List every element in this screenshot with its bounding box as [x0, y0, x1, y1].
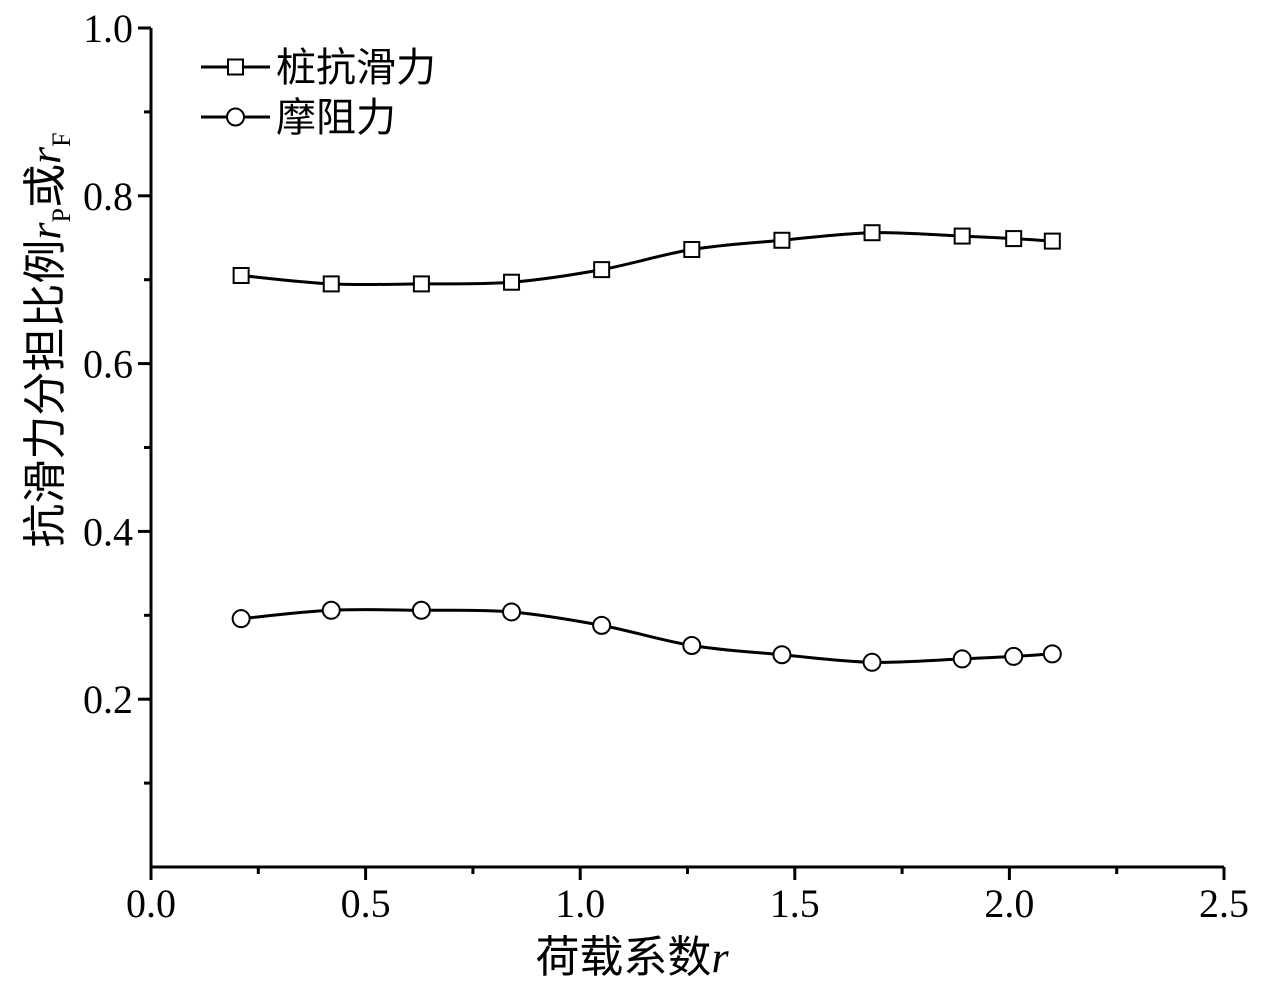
series-0-point-9 — [1005, 230, 1023, 248]
y-tick-label-2: 0.6 — [83, 342, 133, 387]
x-tick-label-3: 1.5 — [770, 881, 820, 926]
series-1-point-5 — [682, 636, 702, 656]
legend-marker-1 — [226, 107, 245, 127]
axes: 0.0 0.5 1.0 1.5 2.0 2.5 0.2 0.4 0.6 0.8 1.0 — [83, 6, 1249, 926]
series-layer — [231, 224, 1062, 672]
series-0-point-4 — [593, 261, 611, 279]
series-0-point-8 — [953, 227, 971, 245]
series-1 — [231, 600, 1062, 672]
series-0-point-2 — [412, 275, 430, 293]
y-tick-label-3: 0.8 — [83, 174, 133, 219]
legend-item-0: 桩抗滑力 — [201, 45, 436, 91]
x-tick-label-0: 0.0 — [126, 881, 176, 926]
series-1-point-3 — [502, 602, 522, 622]
series-0 — [232, 224, 1061, 293]
y-tick-label-4: 1.0 — [83, 6, 133, 51]
series-1-point-2 — [411, 600, 431, 620]
series-1-point-0 — [231, 609, 251, 629]
series-1-point-8 — [952, 649, 972, 669]
legend-label-1: 摩阻力 — [276, 95, 396, 141]
series-1-point-1 — [321, 600, 341, 620]
y-tick-label-0: 0.2 — [83, 677, 133, 722]
legend-item-1: 摩阻力 — [201, 95, 396, 141]
x-tick-label-5: 2.5 — [1199, 881, 1249, 926]
x-axis-title: 荷载系数r — [535, 932, 729, 983]
series-0-point-0 — [232, 267, 250, 285]
x-tick-label-4: 2.0 — [984, 881, 1034, 926]
series-1-point-6 — [772, 645, 792, 665]
series-0-point-10 — [1043, 232, 1061, 250]
series-0-point-7 — [863, 224, 881, 242]
series-line-1 — [240, 608, 1053, 664]
y-tick-label-1: 0.4 — [83, 509, 133, 554]
series-0-point-5 — [683, 240, 701, 258]
legend-marker-0 — [227, 58, 244, 76]
legend-label-0: 桩抗滑力 — [276, 45, 436, 91]
series-0-point-6 — [773, 231, 791, 249]
y-axis-title: 抗滑力分担比例rP或rF — [20, 132, 76, 547]
series-1-point-7 — [862, 652, 882, 672]
series-1-point-9 — [1004, 646, 1024, 666]
series-0-point-1 — [322, 275, 340, 293]
series-line-0 — [240, 231, 1053, 287]
x-tick-label-2: 1.0 — [555, 881, 605, 926]
series-1-point-10 — [1042, 644, 1062, 664]
series-0-point-3 — [503, 273, 521, 291]
series-1-point-4 — [592, 615, 612, 635]
x-tick-label-1: 0.5 — [341, 881, 391, 926]
